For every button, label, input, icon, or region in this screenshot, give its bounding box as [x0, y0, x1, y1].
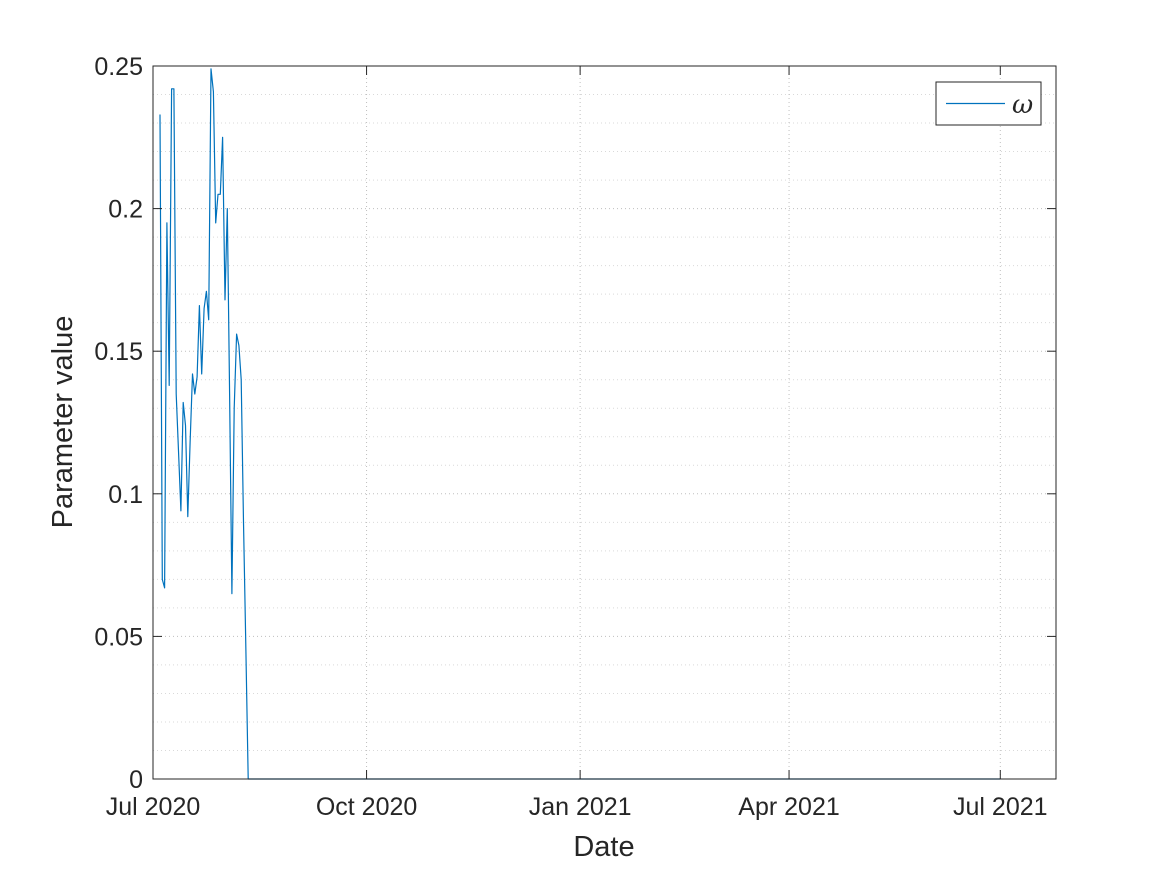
- series-layer: [159, 68, 1001, 780]
- axes-box: [152, 65, 1057, 780]
- y-tick-label: 0.25: [94, 53, 143, 81]
- y-tick-label: 0: [129, 766, 143, 794]
- y-tick-label: 0.05: [94, 623, 143, 651]
- plot-area: [153, 66, 1056, 779]
- y-tick-label: 0.15: [94, 338, 143, 366]
- minor-grid: [153, 94, 1056, 751]
- legend: ω: [935, 81, 1042, 126]
- series-line: [159, 68, 1001, 780]
- y-tick-label: 0.2: [108, 196, 143, 224]
- x-tick-label: Jan 2021: [529, 793, 632, 821]
- x-tick-label: Oct 2020: [316, 793, 417, 821]
- y-tick-labels: 0 0.05 0.1 0.15 0.2 0.25: [94, 53, 143, 794]
- x-tick-label: Apr 2021: [738, 793, 839, 821]
- y-axis-title: Parameter value: [47, 316, 79, 529]
- x-tick-labels: Jul 2020 Oct 2020 Jan 2021 Apr 2021 Jul 2021: [106, 793, 1048, 821]
- legend-label: ω: [1012, 90, 1033, 120]
- y-tick-label: 0.1: [108, 481, 143, 509]
- x-tick-label: Jul 2021: [953, 793, 1048, 821]
- tick-marks: [152, 65, 1056, 780]
- x-axis-title: Date: [573, 831, 634, 863]
- x-tick-label: Jul 2020: [106, 793, 201, 821]
